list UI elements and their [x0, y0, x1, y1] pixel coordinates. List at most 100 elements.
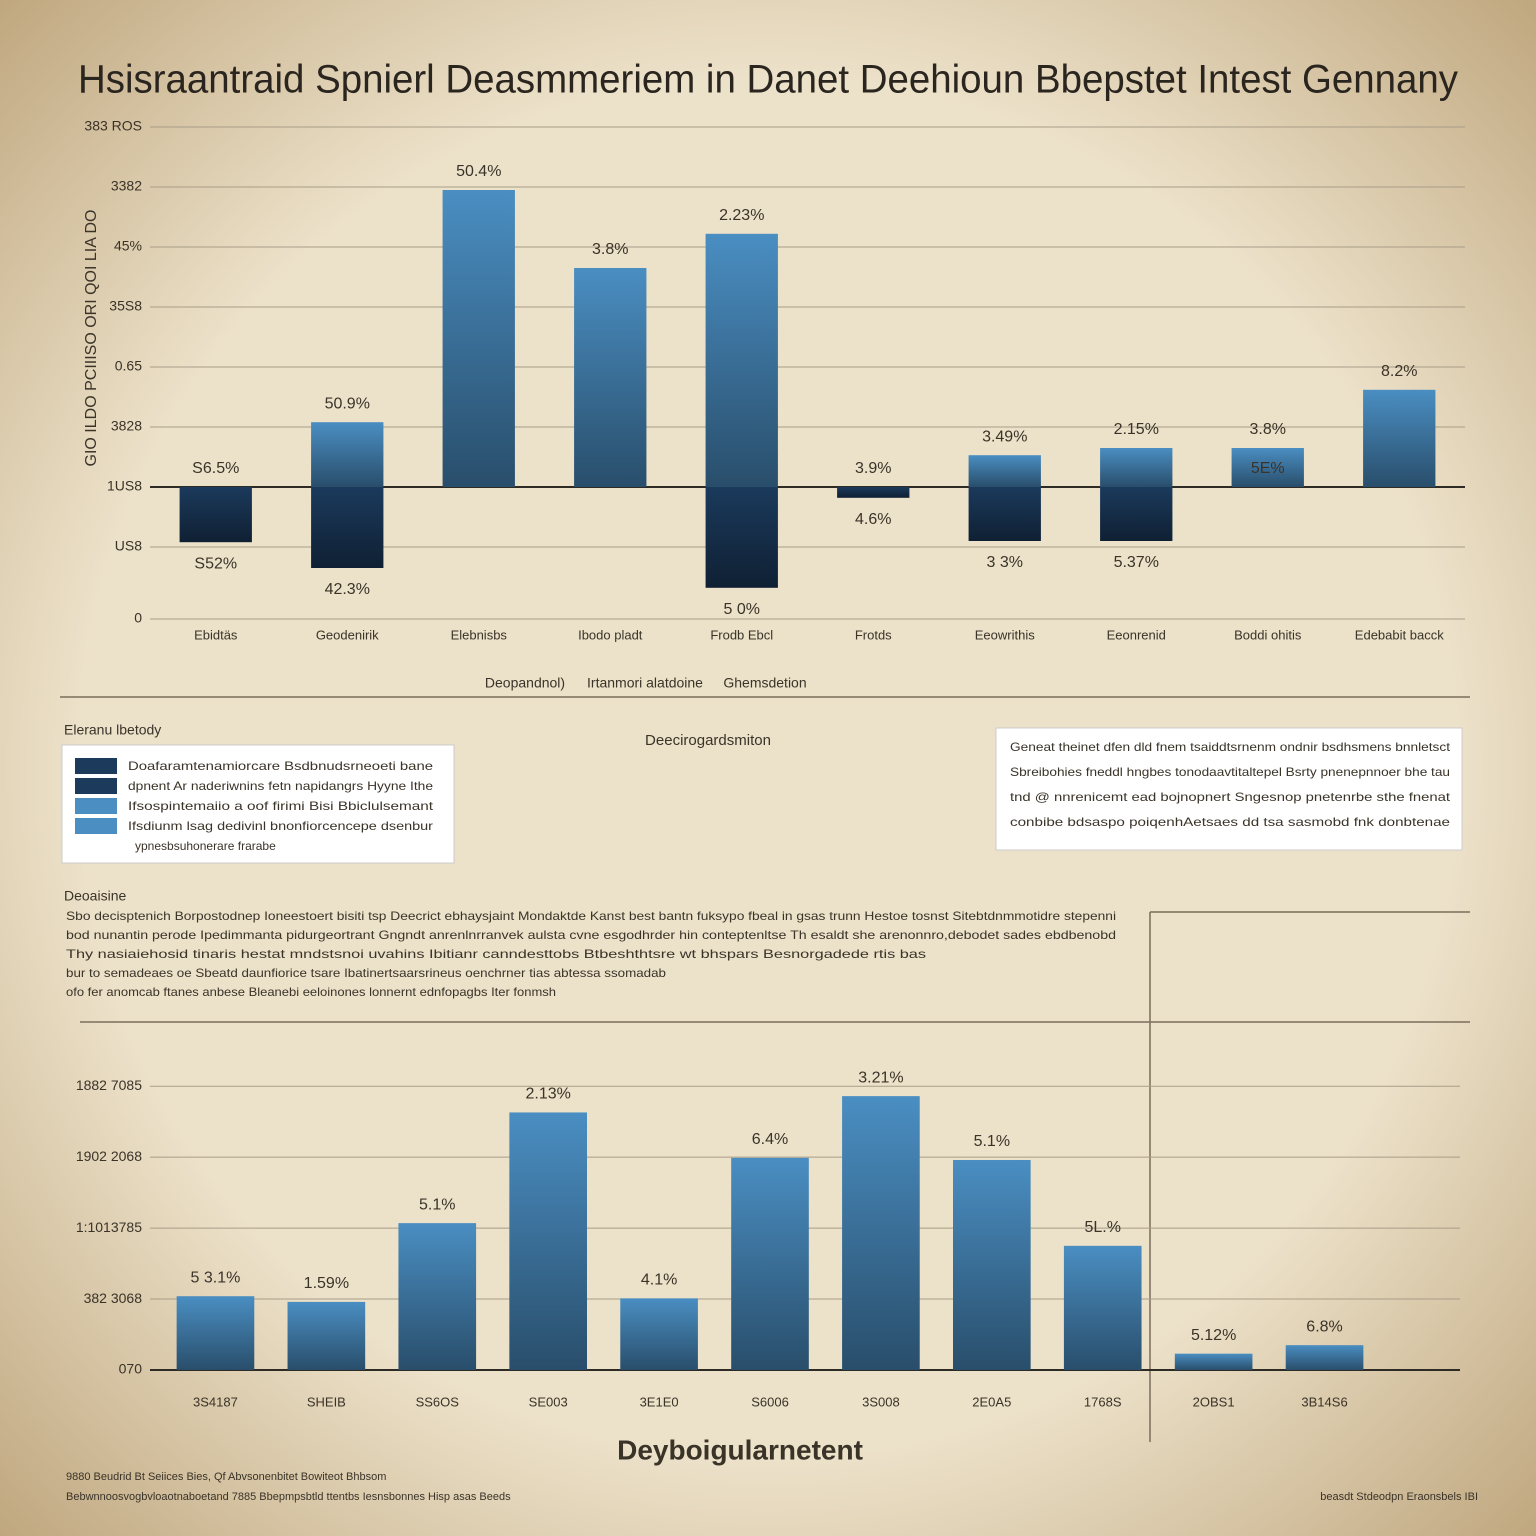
bar — [509, 1112, 587, 1370]
legend-entry: dpnent Ar naderiwnins fetn napidangrs Hy… — [128, 779, 433, 793]
footer-line: 9880 Beudrid Bt Seiices Bies, Qf Abvsone… — [66, 1471, 386, 1483]
data-label: 6.4% — [752, 1131, 788, 1148]
bar — [1100, 487, 1173, 541]
data-label: 5E% — [1251, 460, 1285, 477]
x-tick-label: Geodenirik — [316, 627, 379, 642]
bar — [179, 487, 252, 543]
x-tick-label: 1768S — [1084, 1394, 1122, 1409]
data-label: 8.2% — [1381, 363, 1417, 380]
data-label: 5 3.1% — [191, 1269, 241, 1286]
y-tick-label: 0 — [134, 610, 142, 626]
y-tick-label: 3382 — [111, 178, 142, 194]
bar — [968, 455, 1041, 487]
data-label: 4.1% — [641, 1272, 677, 1289]
data-label: 6.8% — [1306, 1318, 1342, 1335]
y-tick-label: 35S8 — [109, 298, 142, 314]
data-label: 5 0% — [724, 601, 760, 618]
data-label: 4.6% — [855, 511, 891, 528]
legend-entry: Ifsdiunm lsag dedivinl bnonfiorcencepe d… — [128, 819, 433, 833]
x-tick-label: Ibodo pladt — [578, 627, 643, 642]
legend-swatch — [75, 758, 117, 774]
x-tick-label: 2OBS1 — [1193, 1394, 1235, 1409]
bar — [1363, 389, 1436, 487]
x-tick-label: Eeowrithis — [975, 627, 1035, 642]
x-tick-label: Boddi ohitis — [1234, 627, 1302, 642]
note-line: conbibe bdsaspo poiqenhAetsaes dd tsa sa… — [1010, 815, 1450, 829]
bar — [1100, 448, 1173, 487]
x-tick-label: 3E1E0 — [640, 1394, 679, 1409]
bar — [837, 487, 910, 498]
bar — [842, 1096, 920, 1370]
bar — [705, 233, 778, 487]
bar — [311, 422, 384, 487]
bar — [398, 1223, 477, 1370]
description-line: ofo fer anomcab ftanes anbese Bleanebi e… — [66, 985, 556, 999]
description-line: bur to semadeaes oe Sbeatd daunfiorice t… — [66, 966, 666, 980]
bar — [176, 1296, 255, 1370]
y-axis-label: GIO ILDO PCIIISO ORI QOI LIA DO — [83, 210, 100, 467]
bar — [311, 487, 384, 568]
data-label: 50.4% — [456, 163, 501, 180]
y-tick-label: 1:1013785 — [76, 1219, 142, 1235]
y-tick-label: 382 3068 — [84, 1290, 143, 1306]
data-label: 3 3% — [987, 554, 1023, 571]
x-tick-label: 3B14S6 — [1301, 1394, 1347, 1409]
y-tick-label: 3828 — [111, 418, 142, 434]
y-tick-label: US8 — [115, 538, 142, 554]
data-label: 50.9% — [325, 395, 370, 412]
bar — [1174, 1353, 1253, 1370]
data-label: 3.8% — [592, 241, 628, 258]
x-note: Deopandnol) — [485, 675, 565, 691]
x-tick-label: Frodb Ebcl — [710, 627, 773, 642]
description-line: Sbo decisptenich Borpostodnep Ioneestoer… — [66, 909, 1116, 923]
x-tick-label: Elebnisbs — [451, 627, 508, 642]
bar — [1285, 1345, 1364, 1370]
data-label: 1.59% — [304, 1275, 349, 1292]
legend-title: Eleranu lbetody — [64, 722, 161, 738]
data-label: 3.21% — [858, 1069, 903, 1086]
data-label: S6.5% — [192, 460, 239, 477]
legend-box — [61, 744, 455, 864]
y-tick-label: 45% — [114, 238, 142, 254]
description-title: Deoaisine — [64, 888, 126, 904]
title: Hsisraantraid Spnierl Deasmmeriem in Dan… — [78, 58, 1458, 102]
x-tick-label: 2E0A5 — [972, 1394, 1011, 1409]
note-line: Sbreibohies fneddl hngbes tonodaavtitalt… — [1010, 765, 1450, 779]
description-line: bod nunantin perode Ipedimmanta pidurgeo… — [66, 928, 1116, 942]
x-tick-label: Ebidtäs — [194, 627, 238, 642]
description-line: Thy nasiaiehosid tinaris hestat mndstsno… — [66, 947, 926, 961]
legend-swatch — [75, 818, 117, 834]
data-label: 5.12% — [1191, 1327, 1236, 1344]
x-tick-label: S6006 — [751, 1394, 789, 1409]
footer-right: beasdt Stdeodpn Eraonsbels IBI — [1320, 1491, 1478, 1503]
y-tick-label: 070 — [119, 1361, 143, 1377]
x-tick-label: Frotds — [855, 627, 892, 642]
data-label: 3.49% — [982, 428, 1027, 445]
data-label: 5.37% — [1114, 554, 1159, 571]
legend-entry: Doafaramtenamiorcare Bsdbnudsrneoeti ban… — [128, 759, 433, 773]
footer-line: Bebwnnoosvogbvloaotnaboetand 7885 Bbepmp… — [66, 1491, 511, 1503]
data-label: 42.3% — [325, 581, 370, 598]
x-note: Irtanmori alatdoine — [587, 675, 703, 691]
data-label: 5.1% — [974, 1133, 1010, 1150]
note-line: Geneat theinet dfen dld fnem tsaiddtsrne… — [1010, 740, 1451, 754]
y-tick-label: 1882 7085 — [76, 1077, 142, 1093]
center-note: Deecirogardsmiton — [645, 732, 771, 749]
x-tick-label: 3S4187 — [193, 1394, 238, 1409]
data-label: 3.8% — [1250, 421, 1286, 438]
y-tick-label: 383 ROS — [84, 118, 142, 134]
x-tick-label: SS6OS — [416, 1394, 460, 1409]
data-label: 5.1% — [419, 1196, 455, 1213]
data-label: 3.9% — [855, 460, 891, 477]
bar — [705, 487, 778, 588]
note-line: tnd @ nnrenicemt ead bojnopnert Sngesnop… — [1010, 790, 1451, 804]
bar — [620, 1298, 698, 1370]
bar — [968, 487, 1041, 541]
y-tick-label: 1US8 — [107, 478, 142, 494]
legend-swatch — [75, 778, 117, 794]
x-axis-title: Deyboigularnetent — [617, 1434, 863, 1465]
bar — [287, 1301, 366, 1370]
x-note: Ghemsdetion — [723, 675, 806, 691]
